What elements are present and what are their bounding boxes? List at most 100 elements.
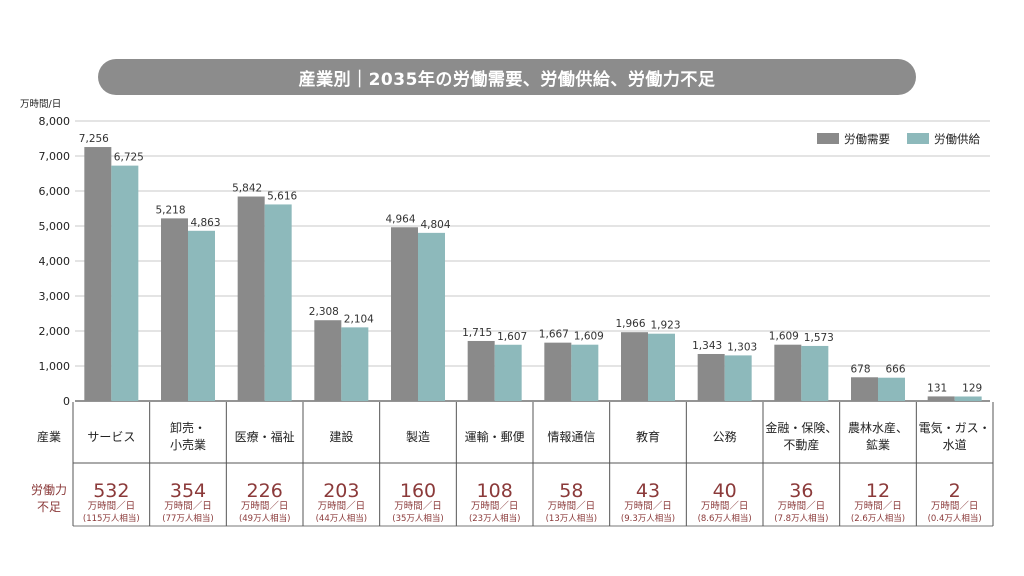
data-label-demand: 1,609 bbox=[769, 331, 799, 343]
shortage-value: 108 bbox=[477, 480, 513, 502]
industry-label: 教育 bbox=[636, 429, 660, 444]
bar-demand bbox=[161, 218, 188, 401]
bar-supply bbox=[341, 327, 369, 401]
y-tick-label: 6,000 bbox=[39, 185, 71, 198]
shortage-equivalent: (13万人相当) bbox=[546, 513, 597, 524]
bar-demand bbox=[544, 342, 572, 401]
row-label-shortage-line1: 労働力 bbox=[31, 483, 67, 497]
shortage-unit: 万時間／日 bbox=[164, 501, 212, 512]
shortage-unit: 万時間／日 bbox=[241, 501, 289, 512]
data-label-supply: 4,863 bbox=[190, 217, 220, 229]
shortage-value: 36 bbox=[789, 480, 813, 502]
data-label-supply: 5,616 bbox=[267, 190, 297, 202]
data-label-demand: 131 bbox=[927, 382, 947, 394]
shortage-value: 58 bbox=[559, 480, 583, 502]
industry-label: 情報通信 bbox=[547, 430, 595, 444]
data-label-demand: 1,667 bbox=[539, 329, 569, 341]
shortage-equivalent: (23万人相当) bbox=[469, 513, 520, 524]
industry-label: 建設 bbox=[329, 429, 353, 444]
y-tick-label: 8,000 bbox=[39, 115, 71, 128]
bar-supply bbox=[264, 204, 292, 401]
bar-supply bbox=[801, 345, 829, 401]
shortage-unit: 万時間／日 bbox=[931, 501, 979, 512]
industry-label-line1: 農林水産、 bbox=[848, 420, 908, 435]
bar-supply bbox=[954, 396, 982, 401]
shortage-unit: 万時間／日 bbox=[778, 501, 826, 512]
bar-supply bbox=[418, 232, 445, 401]
bar-supply bbox=[571, 344, 599, 401]
y-tick-label: 0 bbox=[63, 395, 70, 408]
shortage-value: 160 bbox=[400, 480, 436, 502]
data-label-supply: 1,607 bbox=[497, 331, 527, 343]
industry-label: 運輸・郵便 bbox=[465, 429, 525, 444]
shortage-equivalent: (2.6万人相当) bbox=[851, 513, 905, 524]
industry-label-line2: 鉱業 bbox=[866, 437, 890, 452]
shortage-value: 226 bbox=[247, 480, 283, 502]
data-label-demand: 4,964 bbox=[385, 213, 415, 225]
bar-supply bbox=[188, 230, 215, 401]
data-label-demand: 1,343 bbox=[692, 340, 722, 352]
y-tick-label: 3,000 bbox=[39, 290, 71, 303]
shortage-equivalent: (77万人相当) bbox=[162, 513, 213, 524]
bar-demand bbox=[774, 344, 802, 401]
bar-demand bbox=[237, 196, 265, 401]
bar-supply bbox=[724, 355, 752, 401]
y-tick-label: 4,000 bbox=[39, 255, 71, 268]
shortage-unit: 万時間／日 bbox=[318, 501, 366, 512]
shortage-value: 354 bbox=[170, 480, 206, 502]
data-label-supply: 1,923 bbox=[650, 320, 680, 332]
bar-demand bbox=[927, 396, 955, 401]
shortage-unit: 万時間／日 bbox=[394, 501, 442, 512]
y-tick-label: 5,000 bbox=[39, 220, 71, 233]
data-label-supply: 1,573 bbox=[804, 332, 834, 344]
bar-demand bbox=[467, 340, 495, 401]
industry-label: 製造 bbox=[406, 430, 430, 444]
data-label-supply: 6,725 bbox=[114, 152, 144, 164]
bar-supply bbox=[111, 165, 139, 401]
data-label-demand: 678 bbox=[850, 363, 870, 375]
shortage-value: 43 bbox=[636, 480, 660, 502]
shortage-value: 40 bbox=[713, 480, 737, 502]
chart-title: 産業別｜2035年の労働需要、労働供給、労働力不足 bbox=[98, 59, 916, 95]
data-label-demand: 5,842 bbox=[232, 183, 262, 195]
shortage-equivalent: (7.8万人相当) bbox=[774, 513, 828, 524]
data-label-demand: 1,715 bbox=[462, 327, 492, 339]
shortage-value: 532 bbox=[93, 480, 129, 502]
legend-label-supply: 労働供給 bbox=[934, 132, 980, 146]
data-label-supply: 4,804 bbox=[420, 219, 450, 231]
data-label-demand: 2,308 bbox=[309, 306, 339, 318]
shortage-equivalent: (0.4万人相当) bbox=[928, 513, 982, 524]
data-label-demand: 1,966 bbox=[615, 318, 645, 330]
shortage-equivalent: (115万人相当) bbox=[83, 513, 140, 524]
shortage-value: 12 bbox=[866, 480, 890, 502]
data-label-supply: 1,609 bbox=[574, 331, 604, 343]
shortage-unit: 万時間／日 bbox=[624, 501, 672, 512]
data-label-supply: 1,303 bbox=[727, 341, 757, 353]
industry-label-line1: 金融・保険、 bbox=[765, 420, 837, 435]
bar-demand bbox=[391, 227, 418, 401]
industry-label: 医療・福祉 bbox=[235, 429, 295, 444]
industry-label: サービス bbox=[87, 430, 135, 444]
legend-label-demand: 労働需要 bbox=[844, 132, 890, 146]
data-label-demand: 5,218 bbox=[155, 204, 185, 216]
data-label-supply: 2,104 bbox=[344, 313, 374, 325]
shortage-unit: 万時間／日 bbox=[854, 501, 902, 512]
data-label-supply: 129 bbox=[962, 382, 982, 394]
bar-demand bbox=[697, 353, 725, 401]
legend-swatch-supply bbox=[907, 133, 929, 144]
legend-swatch-demand bbox=[817, 133, 839, 144]
bar-supply bbox=[878, 377, 905, 401]
data-label-supply: 666 bbox=[885, 364, 905, 376]
bar-supply bbox=[648, 333, 675, 401]
data-label-demand: 7,256 bbox=[79, 133, 109, 145]
y-tick-label: 1,000 bbox=[39, 360, 71, 373]
bar-demand bbox=[621, 332, 648, 401]
industry-label-line2: 不動産 bbox=[783, 437, 819, 452]
industry-label-line2: 水道 bbox=[943, 438, 967, 452]
row-label-industry: 産業 bbox=[37, 429, 61, 444]
shortage-unit: 万時間／日 bbox=[701, 501, 749, 512]
industry-label: 公務 bbox=[713, 430, 737, 444]
shortage-equivalent: (49万人相当) bbox=[239, 513, 290, 524]
shortage-unit: 万時間／日 bbox=[88, 501, 136, 512]
